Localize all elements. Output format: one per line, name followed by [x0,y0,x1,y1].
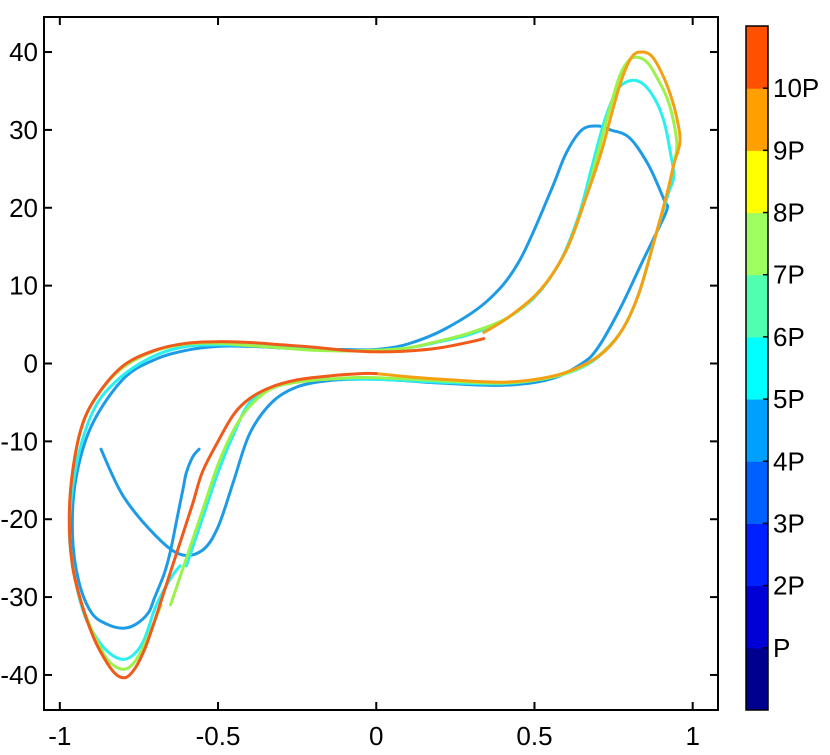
colorbar-label: 10P [773,73,819,103]
colorbar: P 2P 3P 4P 5P 6P 7P 8P 9P 10P [745,25,819,711]
x-tick-label: -0.5 [196,721,241,751]
colorbar-segment [746,88,768,151]
y-tick-label: 40 [9,37,38,67]
colorbar-segment [746,26,768,89]
colorbar-segment [746,585,768,649]
y-tick-label: 0 [24,349,38,379]
colorbar-segment [746,523,768,587]
y-tick-label: 10 [9,271,38,301]
colorbar-label: 2P [773,571,805,601]
colorbar-segment [746,461,768,524]
colorbar-label: 9P [773,135,805,165]
colorbar-label: 5P [773,384,805,414]
x-tick-label: 0 [369,721,383,751]
series-line-4 [374,50,682,384]
colorbar-label: 8P [773,198,805,228]
colorbar-frame [745,25,769,711]
y-tick-label: -10 [0,426,38,456]
y-tick-label: -20 [0,504,38,534]
colorbar-label: 6P [773,322,805,352]
x-tick-label: 1 [685,721,699,751]
series-line-5 [67,337,486,680]
y-tick-label: 30 [9,115,38,145]
colorbar-segment [746,274,768,338]
x-tick-label: 0.5 [516,721,552,751]
y-tick-label: -30 [0,582,38,612]
y-tick-label: -40 [0,660,38,690]
x-tick-label: -1 [48,721,71,751]
colorbar-label: P [773,633,790,663]
colorbar-segment [746,212,768,276]
colorbar-segment [746,150,768,214]
series-line-1 [70,124,670,630]
colorbar-segment [746,336,768,400]
colorbar-segment [746,647,768,711]
colorbar-label: 4P [773,446,805,476]
plot-lines [67,50,682,680]
axis-ticks: -1 -0.5 0 0.5 1 -40 -30 -20 -10 0 10 20 30 40 [0,17,718,751]
colorbar-label: 3P [773,508,805,538]
colorbar-segment [746,399,768,462]
y-tick-label: 20 [9,193,38,223]
colorbar-label: 7P [773,260,805,290]
